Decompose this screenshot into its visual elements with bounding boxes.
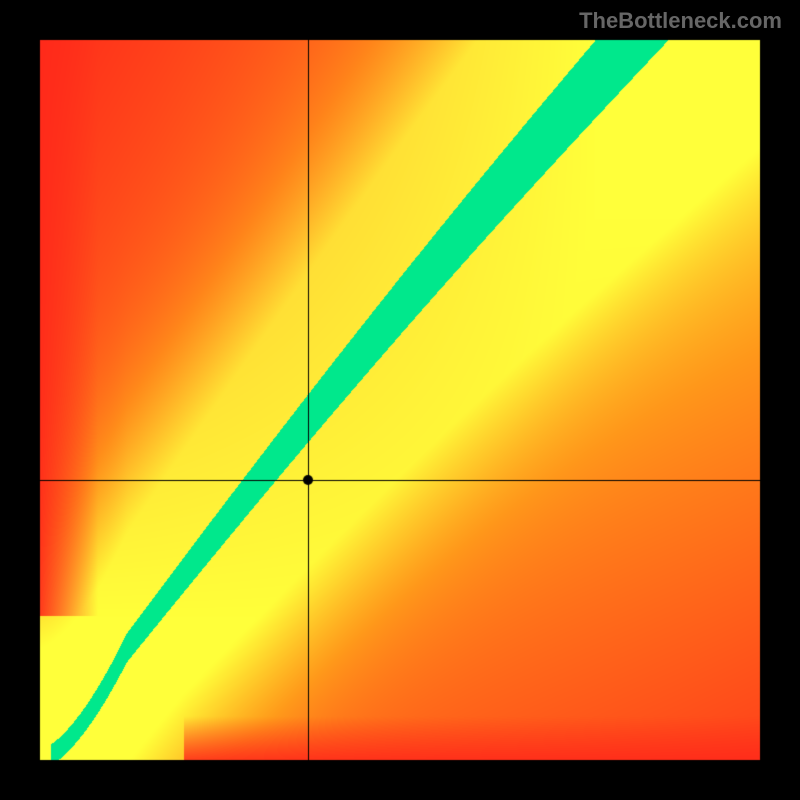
chart-container: TheBottleneck.com <box>0 0 800 800</box>
watermark-text: TheBottleneck.com <box>579 8 782 34</box>
heatmap-canvas <box>0 0 800 800</box>
